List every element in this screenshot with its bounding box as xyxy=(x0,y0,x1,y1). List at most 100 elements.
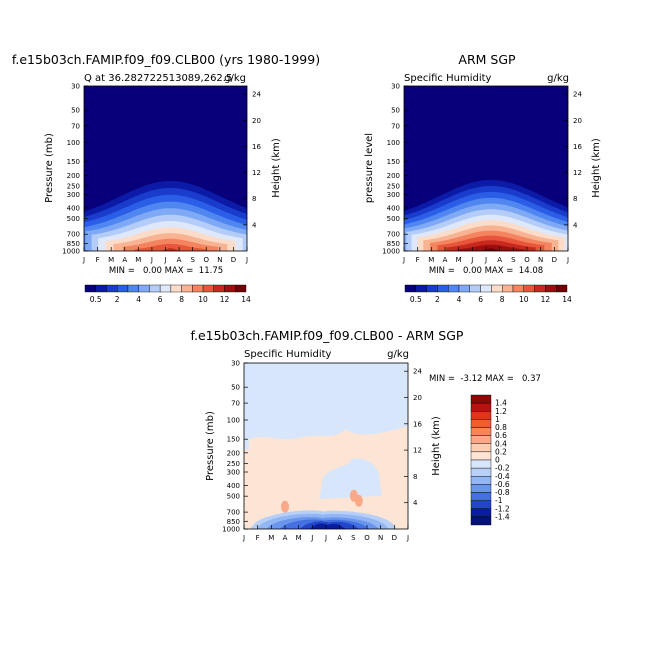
colorbar-swatch xyxy=(512,284,525,293)
panel-obs-title: ARM SGP xyxy=(458,52,516,67)
month-tick-label: M xyxy=(268,534,274,542)
month-tick-label: N xyxy=(217,256,222,264)
height-tick-label: 16 xyxy=(573,143,582,151)
colorbar-swatch xyxy=(470,516,492,526)
month-tick-label: S xyxy=(511,256,516,264)
pressure-tick-label: 400 xyxy=(227,482,240,490)
month-tick-label: O xyxy=(364,534,370,542)
colorbar-label: -0.8 xyxy=(495,488,510,497)
pressure-tick-label: 250 xyxy=(387,182,400,190)
month-tick-label: A xyxy=(337,534,342,542)
panel-obs-left-label: Specific Humidity xyxy=(404,73,492,84)
colorbar-swatch xyxy=(106,284,118,293)
pressure-tick-label: 70 xyxy=(71,122,80,130)
pressure-tick-label: 150 xyxy=(227,436,240,444)
pressure-tick-label: 150 xyxy=(67,158,80,166)
panel-diff-right-label: g/kg xyxy=(387,349,409,360)
colorbar-swatch xyxy=(192,284,204,293)
pressure-tick-label: 100 xyxy=(387,139,400,147)
panel-model-left-label: Q at 36.282722513089,262.5 xyxy=(84,73,232,84)
height-tick-label: 4 xyxy=(573,221,578,229)
colorbar-swatch xyxy=(470,411,492,420)
month-tick-label: F xyxy=(96,256,100,264)
panel-model-stats: MIN = 0.00 MAX = 11.75 xyxy=(109,266,223,276)
month-tick-label: M xyxy=(296,534,302,542)
month-tick-label: J xyxy=(406,534,409,542)
panel-model-title: f.e15b03ch.FAMIP.f09_f09.CLB00 (yrs 1980… xyxy=(12,52,320,67)
pressure-tick-label: 1000 xyxy=(382,248,400,256)
month-tick-label: D xyxy=(231,256,236,264)
height-tick-label: 8 xyxy=(252,195,256,203)
height-tick-label: 12 xyxy=(573,169,582,177)
panel-diff-contours xyxy=(244,363,408,529)
pressure-tick-label: 850 xyxy=(227,518,240,526)
month-tick-label: A xyxy=(497,256,502,264)
month-tick-label: J xyxy=(245,256,248,264)
colorbar-swatch xyxy=(458,284,471,293)
colorbar-swatch xyxy=(470,459,492,469)
month-tick-label: J xyxy=(82,256,85,264)
colorbar-swatch xyxy=(149,284,161,293)
colorbar-swatch xyxy=(470,451,492,461)
pressure-tick-label: 700 xyxy=(227,509,240,517)
contour-positive-spot xyxy=(354,494,363,507)
colorbar-label: 6 xyxy=(158,295,163,304)
colorbar-swatch xyxy=(470,402,492,412)
colorbar-label: 1.4 xyxy=(495,399,507,408)
panel-diff-stats: MIN = -3.12 MAX = 0.37 xyxy=(429,374,541,384)
panel-model-ylabel: Pressure (mb) xyxy=(44,133,55,203)
colorbar-label: 12 xyxy=(541,295,551,304)
colorbar-label: 1.2 xyxy=(495,407,507,416)
pressure-tick-label: 50 xyxy=(231,384,240,392)
panel-diff: f.e15b03ch.FAMIP.f09_f09.CLB00 - ARM SGP… xyxy=(191,328,541,542)
colorbar-swatch xyxy=(181,284,193,293)
colorbar-label: 0.5 xyxy=(90,295,102,304)
colorbar-swatch xyxy=(235,284,247,293)
month-tick-label: J xyxy=(310,534,313,542)
colorbar-swatch xyxy=(534,284,546,293)
colorbar-swatch xyxy=(415,284,427,293)
colorbar-label: 10 xyxy=(198,295,208,304)
panel-obs-colorbar: 0.5 2 4 6 8 10 12 14 xyxy=(404,284,572,304)
colorbar-swatch xyxy=(470,435,492,444)
colorbar-swatch xyxy=(470,484,492,493)
month-tick-label: J xyxy=(150,256,153,264)
pressure-tick-label: 250 xyxy=(227,460,240,468)
colorbar-label: 1 xyxy=(495,415,500,424)
contour-negative-upper xyxy=(244,363,408,450)
pressure-tick-label: 850 xyxy=(67,240,80,248)
month-tick-label: J xyxy=(402,256,405,264)
pressure-tick-label: 30 xyxy=(231,360,240,368)
pressure-tick-label: 500 xyxy=(387,215,400,223)
colorbar-swatch xyxy=(95,284,107,293)
month-tick-label: O xyxy=(203,256,209,264)
colorbar-label: 0.8 xyxy=(495,423,507,432)
colorbar-swatch xyxy=(170,284,182,293)
month-tick-label: J xyxy=(163,256,166,264)
pressure-tick-label: 250 xyxy=(67,182,80,190)
colorbar-swatch xyxy=(437,284,449,293)
colorbar-label: 8 xyxy=(179,295,184,304)
colorbar-swatch xyxy=(127,284,139,293)
pressure-tick-label: 200 xyxy=(387,172,400,180)
month-tick-label: S xyxy=(351,534,356,542)
colorbar-swatch xyxy=(470,508,492,518)
pressure-tick-label: 150 xyxy=(387,158,400,166)
colorbar-label: 0.5 xyxy=(410,295,422,304)
colorbar-label: -1 xyxy=(495,496,503,505)
colorbar-swatch xyxy=(470,467,492,477)
pressure-tick-label: 70 xyxy=(391,122,400,130)
colorbar-swatch xyxy=(470,443,492,453)
panel-model-right-label: g/kg xyxy=(224,73,246,84)
colorbar-swatch xyxy=(523,284,535,293)
height-tick-label: 4 xyxy=(252,221,257,229)
height-tick-label: 12 xyxy=(413,447,422,455)
pressure-tick-label: 700 xyxy=(387,231,400,239)
panel-model-ylabel-right: Height (km) xyxy=(271,138,282,198)
height-tick-label: 4 xyxy=(413,499,418,507)
contour-positive-spot xyxy=(281,500,289,513)
colorbar-swatch xyxy=(213,284,225,293)
